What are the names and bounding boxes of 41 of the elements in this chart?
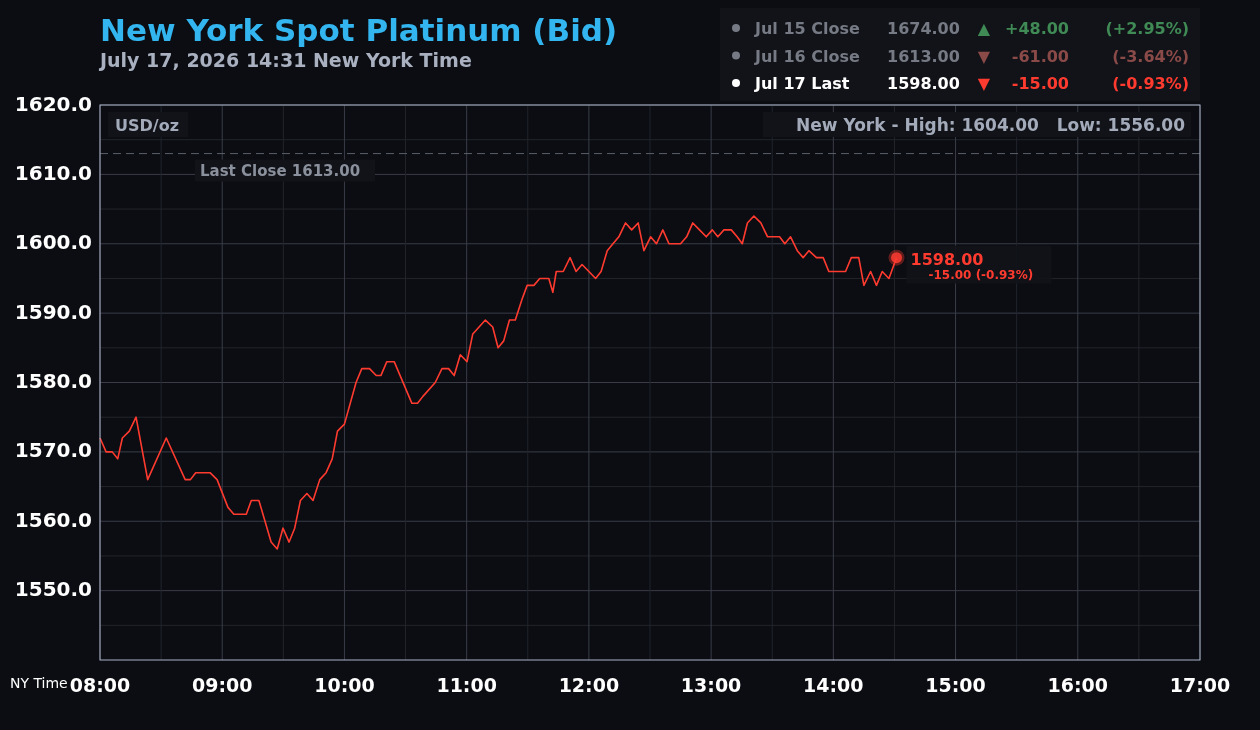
text: (-0.93%) bbox=[1112, 74, 1189, 93]
x-tick-label: 12:00 bbox=[558, 674, 620, 696]
y-tick-label: 1600.0 bbox=[14, 230, 92, 255]
x-tick-label: 14:00 bbox=[803, 674, 864, 696]
annotation: 1598.00 bbox=[910, 249, 984, 269]
text: (+2.95%) bbox=[1105, 19, 1189, 38]
x-axis-title: NY Time bbox=[10, 675, 68, 691]
chart-subtitle: July 17, 2026 14:31 New York Time bbox=[98, 49, 472, 71]
y-tick-label: 1560.0 bbox=[14, 507, 92, 532]
x-tick-label: 10:00 bbox=[314, 674, 375, 696]
text: 1674.00 bbox=[887, 19, 960, 38]
y-tick-label: 1590.0 bbox=[14, 299, 92, 324]
text: ▲ bbox=[977, 19, 991, 38]
text: Jul 15 Close bbox=[754, 19, 860, 38]
annotation: -15.00 (-0.93%) bbox=[928, 267, 1034, 282]
y-tick-label: 1620.0 bbox=[14, 91, 92, 116]
x-tick-label: 16:00 bbox=[1047, 674, 1109, 696]
chart-title: New York Spot Platinum (Bid) bbox=[100, 12, 618, 48]
y-tick-label: 1550.0 bbox=[14, 577, 92, 602]
ref-line-label: Last Close 1613.00 bbox=[200, 161, 361, 180]
text: +48.00 bbox=[1004, 19, 1069, 38]
text: Jul 17 Last bbox=[754, 74, 850, 93]
x-tick-label: 15:00 bbox=[925, 674, 986, 696]
x-tick-label: 09:00 bbox=[191, 674, 253, 696]
y-tick-label: 1570.0 bbox=[14, 438, 92, 463]
text: 1598.00 bbox=[887, 74, 960, 93]
annotation: New York - High: 1604.00 Low: 1556.00 bbox=[796, 115, 1186, 135]
text: (-3.64%) bbox=[1112, 46, 1189, 66]
text: -61.00 bbox=[1011, 46, 1069, 66]
text: ▼ bbox=[977, 46, 991, 66]
x-tick-label: 17:00 bbox=[1169, 674, 1231, 696]
y-tick-label: 1580.0 bbox=[14, 369, 92, 393]
text: 1613.00 bbox=[887, 46, 960, 66]
x-tick-label: 11:00 bbox=[436, 674, 497, 696]
text: ▼ bbox=[977, 74, 991, 93]
x-tick-label: 08:00 bbox=[69, 674, 131, 696]
annotation: USD/oz bbox=[115, 116, 179, 135]
y-tick-label: 1610.0 bbox=[14, 160, 92, 185]
text: -15.00 bbox=[1011, 74, 1069, 93]
x-tick-label: 13:00 bbox=[680, 674, 742, 696]
text: Jul 16 Close bbox=[754, 46, 860, 66]
